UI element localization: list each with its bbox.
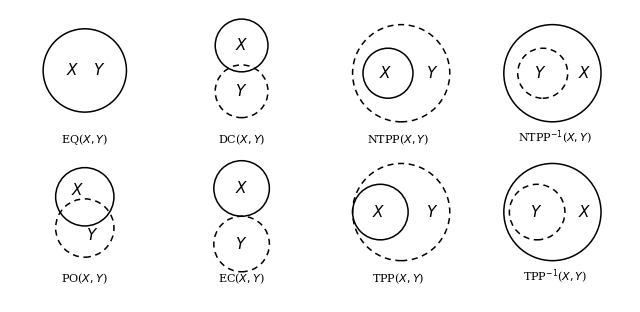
Text: $X$: $X$ [380,65,392,81]
Text: TPP($X, Y$): TPP($X, Y$) [372,271,424,286]
Text: $Y$: $Y$ [236,83,248,99]
Text: $Y$: $Y$ [93,62,105,78]
Text: $X$: $X$ [235,37,248,53]
Text: $Y$: $Y$ [534,65,546,81]
Text: NTPP$^{-1}$($X, Y$): NTPP$^{-1}$($X, Y$) [518,129,592,147]
Text: $Y$: $Y$ [530,204,542,220]
Text: EC($X, Y$): EC($X, Y$) [218,271,265,286]
Text: $X$: $X$ [66,62,79,78]
Text: EQ($X, Y$): EQ($X, Y$) [61,132,108,147]
Text: $Y$: $Y$ [426,65,438,81]
Text: $X$: $X$ [372,204,386,220]
Text: $X$: $X$ [578,65,591,81]
Text: TPP$^{-1}$($X, Y$): TPP$^{-1}$($X, Y$) [523,268,588,286]
Text: $X$: $X$ [71,182,84,198]
Text: $Y$: $Y$ [86,227,98,243]
Text: PO($X, Y$): PO($X, Y$) [61,271,108,286]
Text: $X$: $X$ [578,204,591,220]
Text: $Y$: $Y$ [236,236,248,252]
Text: NTPP($X, Y$): NTPP($X, Y$) [367,132,429,147]
Text: $X$: $X$ [235,180,248,197]
Text: $Y$: $Y$ [426,204,438,220]
Text: DC($X, Y$): DC($X, Y$) [218,132,266,147]
